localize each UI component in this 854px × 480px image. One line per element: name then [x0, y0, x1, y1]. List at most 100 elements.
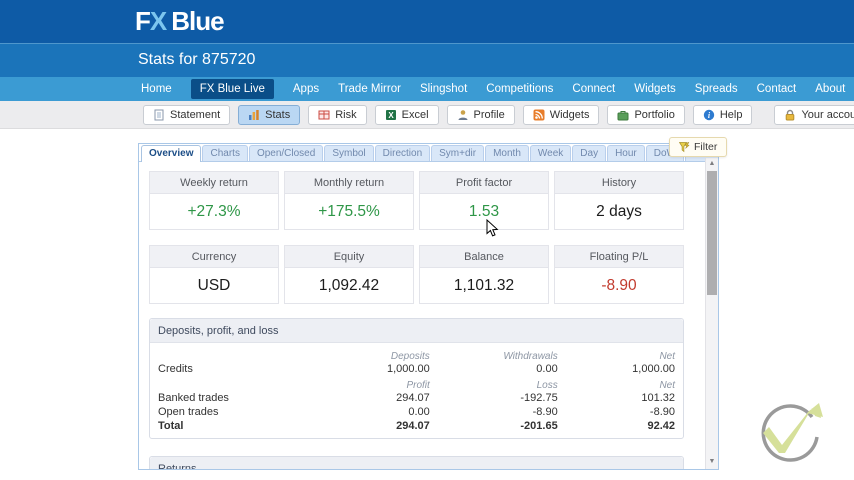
- summary-cards-row-1: Weekly return +27.3% Monthly return +175…: [149, 171, 684, 230]
- risk-button[interactable]: Risk: [308, 104, 367, 125]
- nav-item-widgets[interactable]: Widgets: [634, 83, 676, 95]
- total-loss: -201.65: [520, 420, 558, 432]
- widgets-label: Widgets: [549, 108, 590, 121]
- top-header-bar: FX Blue: [0, 0, 854, 43]
- person-icon: [457, 109, 469, 121]
- tab-hour[interactable]: Hour: [607, 145, 645, 161]
- risk-table-icon: [318, 109, 330, 121]
- monthly-return-card: Monthly return +175.5%: [284, 171, 414, 230]
- scrollbar-thumb[interactable]: [707, 171, 717, 295]
- equity-label: Equity: [285, 246, 413, 268]
- summary-cards-row-2: Currency USD Equity 1,092.42 Balance 1,1…: [149, 245, 684, 304]
- tab-day[interactable]: Day: [572, 145, 607, 161]
- excel-label: Excel: [401, 108, 429, 121]
- net-col-header-2: Net: [659, 380, 675, 391]
- risk-label: Risk: [335, 108, 357, 121]
- pl-header-row: Profit Loss Net: [150, 376, 683, 391]
- mouse-cursor: [486, 219, 499, 237]
- tab-overview[interactable]: Overview: [141, 145, 202, 162]
- help-button[interactable]: i Help: [692, 104, 753, 125]
- history-label: History: [555, 172, 683, 194]
- nav-item-spreads[interactable]: Spreads: [694, 83, 738, 95]
- tab-week[interactable]: Week: [529, 145, 572, 161]
- tab-charts[interactable]: Charts: [202, 145, 248, 161]
- equity-card: Equity 1,092.42: [284, 245, 414, 304]
- credits-withdrawals-value: 0.00: [536, 363, 558, 375]
- stats-button[interactable]: Stats: [238, 104, 301, 125]
- history-value: 2 days: [596, 203, 642, 220]
- your-account-label: Your account: [801, 108, 854, 121]
- nav-item-contact[interactable]: Contact: [756, 83, 797, 95]
- vertical-scrollbar[interactable]: ▲ ▼: [705, 158, 718, 469]
- balance-value: 1,101.32: [453, 277, 515, 294]
- svg-text:X: X: [388, 111, 394, 120]
- nav-item-connect[interactable]: Connect: [572, 83, 616, 95]
- balance-card: Balance 1,101.32: [419, 245, 549, 304]
- filter-icon: [678, 141, 690, 153]
- profile-label: Profile: [473, 108, 505, 121]
- banked-trades-row: Banked trades 294.07 -192.75 101.32: [150, 391, 683, 405]
- fx-blue-logo[interactable]: FX Blue: [135, 6, 225, 37]
- open-trades-loss: -8.90: [532, 406, 558, 418]
- logo-blue-text: Blue: [171, 6, 224, 36]
- nav-item-home[interactable]: Home: [141, 83, 172, 95]
- open-trades-net: -8.90: [649, 406, 675, 418]
- banked-trades-loss: -192.75: [520, 392, 558, 404]
- floating-pl-card: Floating P/L -8.90: [554, 245, 684, 304]
- stats-label: Stats: [265, 108, 291, 121]
- overview-content: Weekly return +27.3% Monthly return +175…: [139, 162, 705, 469]
- tab-direction[interactable]: Direction: [374, 145, 431, 161]
- nav-item-slingshot[interactable]: Slingshot: [419, 83, 468, 95]
- widgets-button[interactable]: Widgets: [522, 104, 600, 125]
- toolbar: Statement Stats Risk X Excel Profile: [0, 101, 854, 129]
- filter-button[interactable]: Filter: [669, 137, 728, 157]
- nav-item-fx-blue-live[interactable]: FX Blue Live: [190, 79, 274, 99]
- credits-row-label: Credits: [158, 363, 193, 375]
- history-card: History 2 days: [554, 171, 684, 230]
- nav-item-about[interactable]: About: [815, 83, 846, 95]
- statement-button[interactable]: Statement: [143, 104, 231, 125]
- svg-text:i: i: [708, 111, 711, 120]
- loss-col-header: Loss: [536, 380, 558, 391]
- document-icon: [153, 109, 165, 121]
- profit-factor-value: 1.53: [468, 203, 500, 220]
- profit-factor-label: Profit factor: [420, 172, 548, 194]
- scroll-up-arrow-icon[interactable]: ▲: [708, 160, 716, 167]
- profile-button[interactable]: Profile: [446, 104, 515, 125]
- bar-chart-icon: [248, 109, 260, 121]
- tab-open-closed[interactable]: Open/Closed: [248, 145, 324, 161]
- weekly-return-card: Weekly return +27.3%: [149, 171, 279, 230]
- checkmark-logo: [761, 403, 823, 462]
- total-row: Total 294.07 -201.65 92.42: [150, 419, 683, 433]
- total-profit: 294.07: [396, 420, 430, 432]
- page-title: Stats for 875720: [138, 51, 256, 68]
- floating-pl-value: -8.90: [601, 277, 637, 294]
- stats-panel: Overview Charts Open/Closed Symbol Direc…: [138, 143, 719, 470]
- nav-item-competitions[interactable]: Competitions: [486, 83, 554, 95]
- your-account-button[interactable]: Your account: [774, 104, 854, 125]
- portfolio-label: Portfolio: [634, 108, 675, 121]
- nav-item-trade-mirror[interactable]: Trade Mirror: [338, 83, 401, 95]
- stats-tab-strip: Overview Charts Open/Closed Symbol Direc…: [139, 144, 718, 162]
- portfolio-button[interactable]: Portfolio: [607, 104, 685, 125]
- scroll-down-arrow-icon[interactable]: ▼: [708, 458, 716, 465]
- padlock-icon: [784, 109, 796, 121]
- excel-icon: X: [385, 109, 397, 121]
- nav-item-apps[interactable]: Apps: [292, 83, 320, 95]
- tab-sym-dir[interactable]: Sym+dir: [431, 145, 485, 161]
- withdrawals-col-header: Withdrawals: [503, 351, 558, 362]
- main-nav: Home FX Blue Live Apps Trade Mirror Slin…: [0, 77, 854, 101]
- credits-row: Credits 1,000.00 0.00 1,000.00: [150, 362, 683, 376]
- excel-button[interactable]: X Excel: [374, 104, 439, 125]
- weekly-return-value: +27.3%: [187, 203, 241, 220]
- logo-x-text: X: [149, 6, 167, 36]
- open-trades-profit: 0.00: [408, 406, 430, 418]
- tab-symbol[interactable]: Symbol: [324, 145, 374, 161]
- returns-title: Returns: [150, 457, 683, 469]
- tab-month[interactable]: Month: [485, 145, 529, 161]
- equity-value: 1,092.42: [318, 277, 380, 294]
- briefcase-icon: [617, 109, 629, 121]
- monthly-return-value: +175.5%: [318, 203, 380, 220]
- logo-f-text: F: [135, 6, 151, 36]
